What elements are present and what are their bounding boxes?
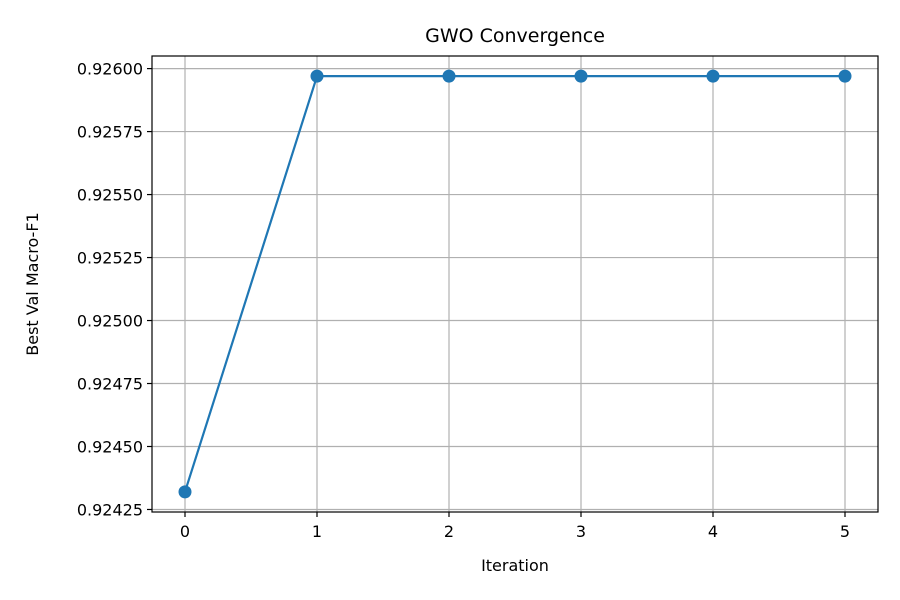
plot-background: [152, 56, 878, 512]
y-tick-label: 0.92450: [77, 437, 143, 456]
y-tick-label: 0.92500: [77, 312, 143, 331]
y-tick-label: 0.92600: [77, 60, 143, 79]
x-tick-label: 4: [708, 522, 718, 541]
y-tick-label: 0.92550: [77, 186, 143, 205]
data-point: [178, 485, 192, 499]
plot-frame: [151, 55, 879, 513]
series-layer: [178, 69, 852, 499]
data-point: [310, 69, 324, 83]
data-point: [442, 69, 456, 83]
x-tick-label: 5: [840, 522, 850, 541]
series-line: [183, 75, 845, 493]
x-tick-label: 1: [312, 522, 322, 541]
data-point: [574, 69, 588, 83]
x-tick-label: 2: [444, 522, 454, 541]
y-axis-ticks: 0.92425 0.92450 0.92475 0.92500 0.92525 0.925…: [77, 60, 152, 519]
y-tick-label: 0.92425: [77, 500, 143, 519]
chart-title: GWO Convergence: [425, 25, 605, 47]
x-tick-label: 3: [576, 522, 586, 541]
y-tick-label: 0.92525: [77, 249, 143, 268]
data-point: [838, 69, 852, 83]
x-axis-ticks: 0 1 2 3 4 5: [180, 512, 850, 541]
x-tick-label: 0: [180, 522, 190, 541]
x-axis-label: Iteration: [481, 556, 549, 575]
data-point: [706, 69, 720, 83]
y-axis-label: Best Val Macro-F1: [23, 212, 42, 355]
y-tick-label: 0.92475: [77, 375, 143, 394]
grid: [152, 56, 878, 512]
y-tick-label: 0.92575: [77, 123, 143, 142]
